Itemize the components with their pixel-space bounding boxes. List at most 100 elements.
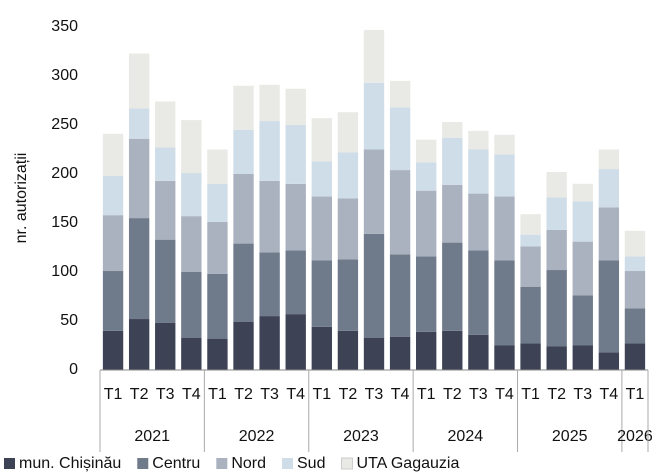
bar-segment <box>572 183 593 202</box>
bar-segment <box>389 336 411 370</box>
bar-segment <box>102 215 124 272</box>
bar-segment <box>598 207 620 261</box>
bar-segment <box>285 88 306 125</box>
bar-segment <box>416 256 437 332</box>
bar-segment <box>155 180 176 240</box>
bar-segment <box>598 260 620 353</box>
legend-label: UTA Gagauzia <box>356 455 459 472</box>
bar-segment <box>468 250 489 335</box>
legend-label: mun. Chișinău <box>19 455 121 472</box>
bar-segment <box>520 246 541 287</box>
y-tick-label: 350 <box>51 18 78 35</box>
x-tick-label: T1 <box>208 386 227 403</box>
bar-segment <box>311 118 332 162</box>
bar-segment <box>468 334 489 370</box>
bar-segment <box>468 193 489 251</box>
bar-segment <box>468 130 489 150</box>
bar-segment <box>311 196 332 261</box>
bar-segment <box>624 230 646 257</box>
bar-segment <box>494 260 515 346</box>
bar-segment <box>155 322 176 370</box>
bar-segment <box>128 319 150 370</box>
bar-segment <box>102 330 124 370</box>
legend-swatch <box>4 458 15 469</box>
bar-segment <box>128 53 150 109</box>
bar-segment <box>389 107 411 171</box>
bar-segment <box>155 101 176 148</box>
group-label: 2021 <box>134 428 170 445</box>
bar-segment <box>207 338 228 370</box>
bar-segment <box>416 139 437 163</box>
x-tick-label: T3 <box>260 386 279 403</box>
x-tick-label: T2 <box>339 386 358 403</box>
bar-segment <box>285 314 306 370</box>
bar-segment <box>233 321 254 370</box>
bar-segment <box>233 174 254 244</box>
bar-segment <box>311 161 332 197</box>
group-label: 2024 <box>448 428 484 445</box>
bar-segment <box>259 84 280 122</box>
bar-segment <box>624 343 646 370</box>
bar-segment <box>598 352 620 370</box>
x-tick-label: T4 <box>495 386 514 403</box>
bar-segment <box>494 196 515 261</box>
bar-segment <box>624 308 646 344</box>
bar-segment <box>416 162 437 191</box>
bar-segment <box>128 218 150 320</box>
bar-segment <box>624 256 646 272</box>
bar-segment <box>624 271 646 309</box>
x-tick-label: T2 <box>234 386 253 403</box>
bar-segment <box>363 149 385 234</box>
bar-segment <box>546 229 567 271</box>
x-tick-label: T1 <box>626 386 645 403</box>
bar-segment <box>363 233 385 338</box>
bar-segment <box>442 242 463 331</box>
x-tick-label: T2 <box>547 386 566 403</box>
legend-label: Sud <box>297 455 325 472</box>
x-tick-label: T1 <box>312 386 331 403</box>
bar-segment <box>128 138 150 219</box>
bar-segment <box>494 154 515 197</box>
bar-segment <box>598 149 620 170</box>
bar-segment <box>311 260 332 327</box>
bar-segment <box>572 201 593 242</box>
bar-segment <box>311 326 332 370</box>
legend-swatch <box>282 458 293 469</box>
legend-swatch <box>137 458 149 469</box>
bar-segment <box>520 234 541 247</box>
bar-segment <box>181 173 202 217</box>
bar-segment <box>598 169 620 208</box>
legend-label: Nord <box>231 455 266 472</box>
bar-segment <box>233 243 254 322</box>
bar-segment <box>102 271 124 331</box>
legend-label: Centru <box>152 455 200 472</box>
bar-segment <box>520 343 541 370</box>
bar-segment <box>442 122 463 138</box>
bar-segment <box>207 149 228 184</box>
y-tick-label: 250 <box>51 116 78 133</box>
bar-segment <box>259 180 280 253</box>
legend-swatch <box>216 458 228 469</box>
bar-segment <box>337 112 359 153</box>
bar-segment <box>546 172 567 198</box>
bar-segment <box>181 120 202 174</box>
bar-segment <box>520 286 541 344</box>
bar-segment <box>389 254 411 337</box>
bar-segment <box>363 82 385 150</box>
bar-segment <box>181 216 202 272</box>
bar-segment <box>416 331 437 370</box>
bar-segment <box>389 170 411 255</box>
bar-segment <box>337 152 359 199</box>
bar-segment <box>416 190 437 257</box>
bar-segment <box>337 259 359 331</box>
legend-swatch <box>340 457 353 470</box>
bar-segment <box>442 330 463 370</box>
bar-segment <box>155 147 176 181</box>
x-tick-label: T4 <box>391 386 410 403</box>
bar-segment <box>337 330 359 370</box>
x-tick-label: T2 <box>443 386 462 403</box>
y-tick-label: 50 <box>60 312 78 329</box>
bar-segment <box>494 134 515 155</box>
y-tick-label: 200 <box>51 165 78 182</box>
